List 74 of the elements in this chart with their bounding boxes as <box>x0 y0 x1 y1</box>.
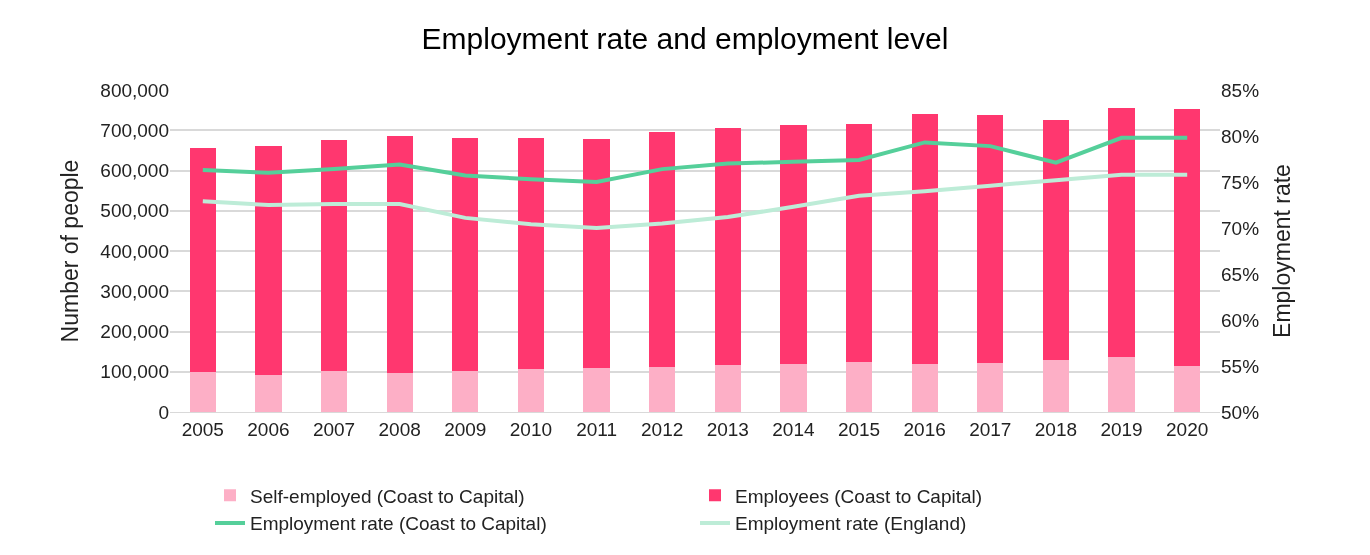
bar <box>386 372 413 412</box>
bar <box>255 145 282 375</box>
bar <box>911 114 938 364</box>
bar <box>320 140 348 371</box>
x-tick-label: 2014 <box>772 418 815 440</box>
bar <box>583 138 610 369</box>
legend-label: Self-employed (Coast to Capital) <box>250 485 525 507</box>
bar <box>714 365 741 412</box>
bar <box>386 135 413 373</box>
bar <box>517 138 545 369</box>
bar <box>320 370 348 412</box>
x-tick-label: 2010 <box>509 418 553 440</box>
y-tick-label: 800,000 <box>100 79 169 101</box>
bar <box>977 362 1004 412</box>
legend-label: Employment rate (England) <box>735 513 967 535</box>
bar <box>714 127 741 366</box>
x-tick-label: 2017 <box>969 418 1012 440</box>
bar <box>189 148 216 372</box>
y-tick-label: 600,000 <box>100 160 169 182</box>
x-tick-label: 2007 <box>312 418 356 440</box>
y2-axis-title: Employment rate <box>1268 164 1295 338</box>
x-tick-label: 2012 <box>641 418 684 440</box>
bar <box>780 125 807 364</box>
x-tick-label: 2020 <box>1166 418 1209 440</box>
bar <box>452 371 479 412</box>
y-tick-label: 500,000 <box>100 200 169 222</box>
x-tick-label: 2005 <box>181 418 224 440</box>
x-tick-label: 2011 <box>576 418 617 440</box>
bar <box>845 361 873 412</box>
y2-tick-label: 70% <box>1221 217 1260 239</box>
y2-tick-label: 60% <box>1221 309 1260 331</box>
y2-tick-label: 75% <box>1221 171 1260 193</box>
x-tick-label: 2013 <box>706 418 749 440</box>
x-tick-label: 2018 <box>1034 418 1078 440</box>
y-tick-label: 400,000 <box>100 240 169 262</box>
line-series <box>200 135 1190 184</box>
bar <box>1108 356 1135 412</box>
y-tick-label: 700,000 <box>100 119 169 141</box>
y2-tick-label: 85% <box>1221 79 1260 101</box>
y-tick-label: 300,000 <box>100 280 169 302</box>
bar <box>845 124 873 362</box>
y-tick-label: 0 <box>158 401 169 423</box>
x-tick-label: 2008 <box>378 418 421 440</box>
y2-tick-label: 50% <box>1221 401 1260 423</box>
bar <box>1174 366 1201 412</box>
y2-tick-label: 55% <box>1221 355 1260 377</box>
y-axis-title: Number of people <box>56 159 83 343</box>
bar <box>649 366 676 412</box>
bar <box>649 131 676 367</box>
bar <box>977 114 1004 363</box>
chart-title: Employment rate and employment level <box>421 21 949 55</box>
x-tick-label: 2015 <box>837 418 881 440</box>
legend-label: Employment rate (Coast to Capital) <box>250 513 547 535</box>
legend-label: Employees (Coast to Capital) <box>735 485 983 507</box>
x-tick-label: 2016 <box>903 418 946 440</box>
bar <box>1042 360 1070 412</box>
bar <box>1108 108 1135 357</box>
bar <box>452 138 479 372</box>
x-tick-label: 2009 <box>444 418 487 440</box>
bar <box>780 363 807 412</box>
x-tick-label: 2019 <box>1100 418 1143 440</box>
line-series <box>200 172 1190 230</box>
bar <box>517 368 545 412</box>
x-tick-label: 2006 <box>247 418 290 440</box>
y-tick-label: 200,000 <box>100 321 169 343</box>
bar <box>911 363 938 412</box>
y2-tick-label: 80% <box>1221 125 1260 147</box>
bar <box>1174 108 1201 367</box>
bar <box>583 368 610 412</box>
y2-tick-label: 65% <box>1221 263 1260 285</box>
y-tick-label: 100,000 <box>100 361 169 383</box>
bar <box>1042 120 1070 361</box>
bar <box>255 374 282 412</box>
bar <box>189 371 216 412</box>
